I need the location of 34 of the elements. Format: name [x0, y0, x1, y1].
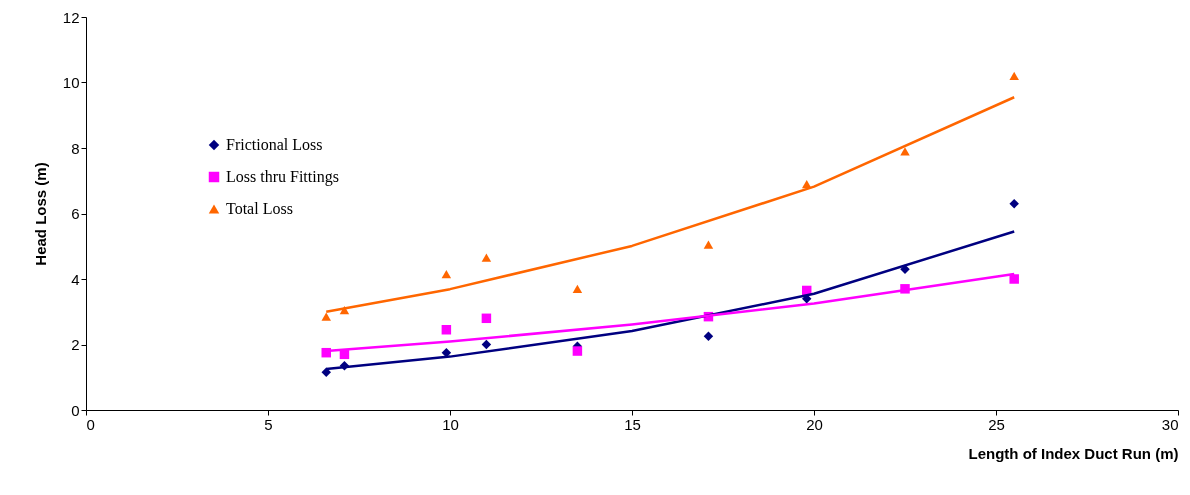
x-tick-label: 20 [806, 415, 823, 433]
y-tick-label: 6 [71, 205, 80, 222]
point [703, 331, 714, 342]
y-axis-title: Head Loss (m) [31, 162, 49, 266]
point [1009, 71, 1019, 81]
x-tick-label: 25 [988, 415, 1005, 433]
legend-label: Loss thru Fittings [226, 168, 339, 186]
point [572, 346, 583, 356]
point [321, 312, 331, 321]
point [1009, 274, 1019, 284]
point [321, 367, 331, 378]
legend-label: Total Loss [226, 200, 293, 217]
point [572, 284, 583, 293]
point [441, 325, 452, 335]
point [481, 313, 492, 324]
y-tick-label: 2 [71, 336, 80, 353]
x-tick-label: 15 [624, 415, 641, 433]
point [1009, 198, 1019, 209]
x-tick-label: 10 [442, 415, 459, 433]
x-tick-label: 30 [1161, 415, 1179, 433]
point [900, 147, 910, 156]
x-tick-label: 0 [86, 415, 95, 433]
x-axis-title: Length of Index Duct Run (m) [968, 444, 1179, 462]
point [481, 253, 492, 262]
y-tick-label: 4 [71, 270, 80, 288]
point [441, 269, 452, 279]
x-tick-label: 5 [264, 415, 273, 433]
point [481, 339, 492, 350]
y-tick-label: 12 [62, 8, 80, 26]
legend-label: Frictional Loss [226, 136, 323, 153]
y-tick-label: 10 [62, 74, 80, 91]
y-tick-label: 8 [71, 139, 80, 157]
point [703, 240, 714, 249]
y-tick-label: 0 [71, 401, 80, 419]
